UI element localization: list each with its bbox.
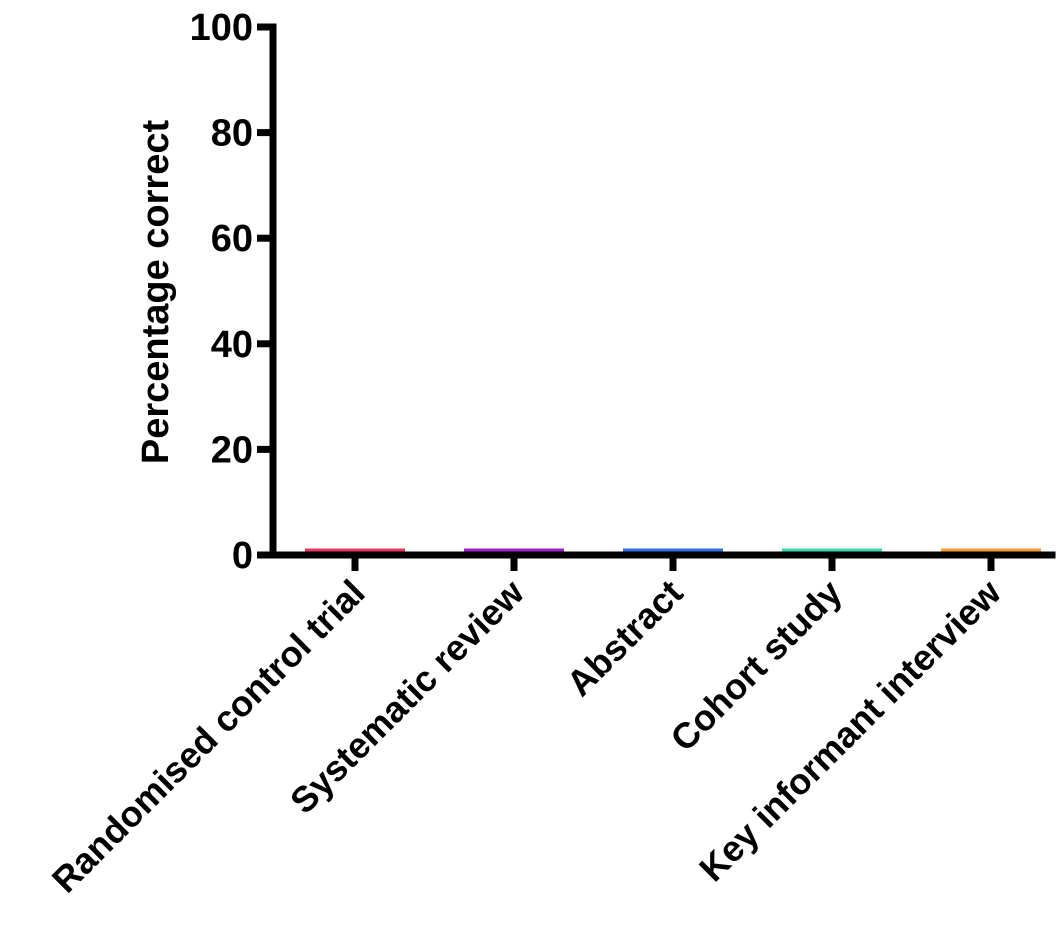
y-tick-label: 100	[190, 7, 253, 49]
y-tick-label: 0	[232, 535, 253, 577]
y-tick-label: 60	[211, 218, 253, 260]
x-category-label: Randomised control trial	[44, 572, 373, 901]
y-axis-title: Percentage correct	[135, 120, 177, 465]
x-category-label: Key informant interview	[691, 571, 1009, 889]
y-tick-label: 40	[211, 324, 253, 366]
x-category-label: Abstract	[558, 572, 690, 704]
y-axis-ticks: 0 20 40 60 80 100	[190, 7, 273, 577]
y-tick-label: 20	[211, 429, 253, 471]
axes	[273, 27, 1052, 555]
y-tick-label: 80	[211, 113, 253, 155]
